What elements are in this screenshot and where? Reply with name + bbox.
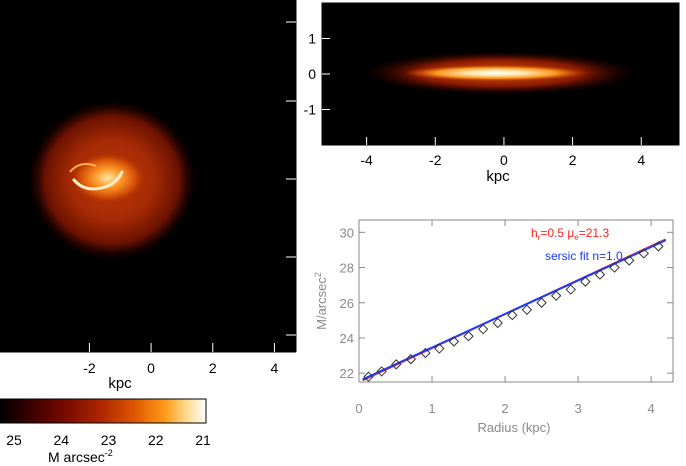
- data-point: [448, 336, 460, 347]
- profile-xtick-label: 3: [574, 401, 581, 416]
- data-point: [376, 366, 387, 377]
- legend-blue: sersic fit n=1.0: [545, 249, 623, 263]
- profile-xtick-label: 0: [355, 401, 362, 416]
- colorbar-tick-label: 25: [6, 432, 22, 448]
- data-point: [565, 284, 576, 295]
- data-point: [492, 317, 503, 329]
- edge-on-panel: -4 -2 0 2 4 1 0 -1 kpc: [304, 2, 680, 185]
- edge-on-ytick-label: 0: [308, 66, 316, 82]
- data-point: [653, 241, 664, 252]
- data-point: [521, 304, 533, 316]
- profile-xtick-label: 2: [501, 401, 508, 416]
- edge-on-xtick-label: -2: [429, 152, 442, 168]
- colorbar-tick-label: 24: [53, 432, 69, 448]
- colorbar: 25 24 23 22 21 M arcsec-2: [0, 398, 211, 465]
- face-on-xtick-label: 0: [147, 360, 155, 376]
- data-point: [391, 359, 402, 370]
- edge-on-xtick-label: 4: [637, 152, 645, 168]
- profile-ytick-label: 22: [340, 366, 354, 381]
- profile-ytick-label: 24: [340, 331, 354, 346]
- data-point: [580, 276, 591, 287]
- profile-ytick-label: 30: [340, 225, 354, 240]
- profile-plot-frame: [358, 219, 674, 383]
- data-point: [420, 347, 431, 359]
- profile-plot: 0 1 2 3 4 22 24 26 28 30 hr=0.5 μe=21.3 sersic fi…: [313, 219, 674, 435]
- edge-on-xtick-label: 0: [500, 152, 508, 168]
- data-point: [463, 331, 474, 342]
- profile-xlabel: Radius (kpc): [478, 420, 551, 435]
- profile-ytick-label: 28: [340, 261, 354, 276]
- data-point: [434, 343, 445, 354]
- data-point: [550, 290, 562, 301]
- face-on-inner-region: [70, 152, 146, 204]
- profile-xtick-label: 4: [647, 401, 654, 416]
- edge-on-disk-core: [404, 65, 588, 81]
- face-on-xtick-label: 4: [271, 360, 279, 376]
- data-point: [536, 297, 547, 308]
- edge-on-ytick-label: 1: [308, 31, 316, 47]
- data-point: [609, 262, 620, 273]
- profile-ytick-label: 26: [340, 296, 354, 311]
- data-point: [623, 255, 635, 266]
- colorbar-tick-label: 22: [148, 432, 164, 448]
- face-on-xtick-label: 2: [209, 360, 217, 376]
- face-on-bar: [72, 170, 124, 191]
- colorbar-gradient: [0, 398, 207, 424]
- data-point: [594, 269, 606, 280]
- face-on-panel: -2 0 2 4 kpc: [0, 0, 297, 392]
- face-on-xlabel: kpc: [108, 375, 132, 392]
- data-point: [405, 353, 417, 365]
- profile-ylabel: M/arcsec2: [313, 272, 329, 330]
- colorbar-tick-label: 21: [195, 432, 211, 448]
- colorbar-tick-label: 23: [101, 432, 117, 448]
- data-point: [638, 248, 649, 259]
- data-point: [477, 323, 489, 335]
- edge-on-xlabel: kpc: [486, 168, 510, 185]
- face-on-arm: [69, 163, 97, 173]
- colorbar-label: M arcsec-2: [48, 448, 113, 465]
- edge-on-xtick-label: -4: [360, 152, 373, 168]
- data-point: [363, 371, 374, 382]
- edge-on-ytick-label: -1: [304, 102, 317, 118]
- data-point: [507, 309, 518, 321]
- face-on-xtick-label: -2: [83, 360, 96, 376]
- edge-on-xtick-label: 2: [569, 152, 577, 168]
- legend-red: hr=0.5 μe=21.3: [531, 226, 609, 242]
- profile-xtick-label: 1: [428, 401, 435, 416]
